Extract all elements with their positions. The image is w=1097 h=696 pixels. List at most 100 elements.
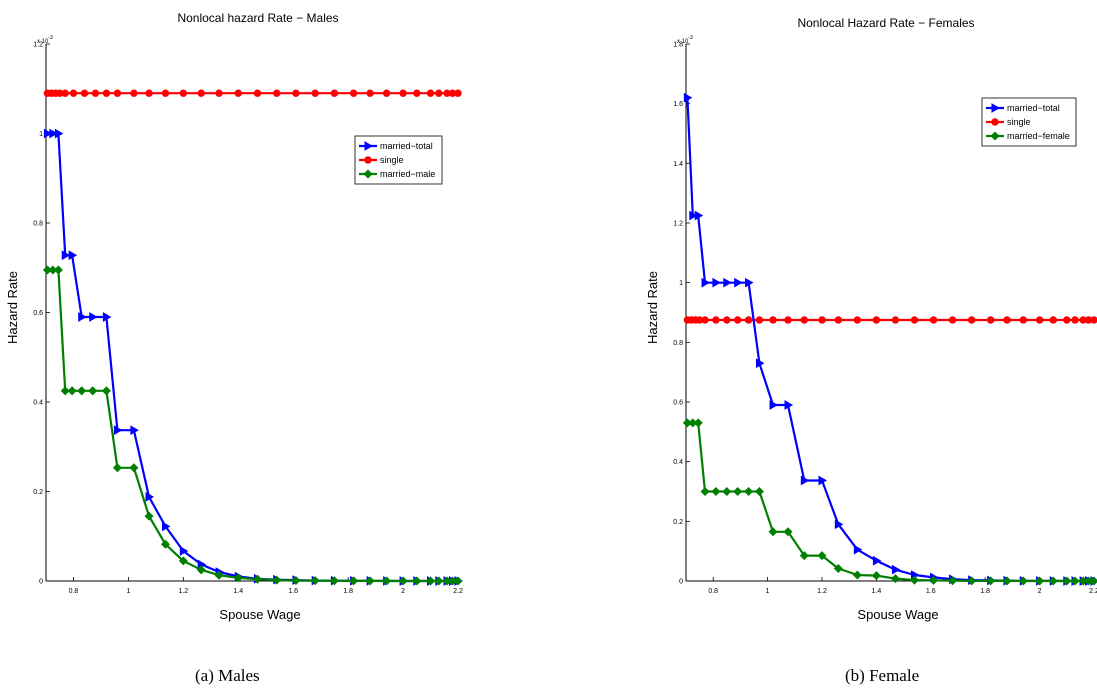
diamond-marker [799, 551, 809, 561]
circle-marker [311, 89, 319, 97]
diamond-marker [986, 576, 996, 586]
circle-marker [723, 316, 731, 324]
legend-label: married−total [380, 141, 433, 151]
legend-label: married−total [1007, 103, 1060, 113]
x-tick-label: 1.6 [926, 588, 936, 595]
x-tick-label: 2.2 [453, 588, 463, 595]
triangle-marker [800, 475, 810, 486]
y-tick-label: 1.8 [673, 42, 683, 49]
x-tick-label: 0.8 [69, 588, 79, 595]
series-married-male [42, 265, 463, 586]
diamond-marker [754, 486, 764, 497]
triangle-marker [130, 425, 139, 436]
y-tick-label: 0.6 [673, 400, 683, 407]
y-tick-label: 1.2 [673, 221, 683, 228]
circle-marker [292, 89, 300, 97]
diamond-marker [272, 575, 282, 585]
diamond-marker [88, 386, 98, 396]
circle-marker [986, 316, 995, 324]
circle-marker [1071, 316, 1079, 324]
diamond-marker [768, 527, 778, 537]
x-tick-label: 1.4 [233, 588, 243, 595]
y-tick-label: 0 [679, 579, 683, 586]
legend-label: single [380, 155, 404, 165]
series-married-female [682, 418, 1097, 586]
circle-marker [929, 316, 938, 324]
circle-marker [769, 316, 777, 324]
y-tick-label: 0 [39, 579, 43, 586]
triangle-marker [145, 492, 155, 502]
diamond-marker [744, 486, 754, 497]
circle-marker [130, 89, 138, 97]
chart-panel-1: 0 0.2 0.4 0.6 0.8 1 1.2 0.8 1 1.2 1.4 1.6 1.8 2 2.2 x 1… [5, 11, 464, 622]
triangle-marker [43, 128, 53, 139]
y-tick-label: 0.4 [673, 459, 683, 466]
circle-marker [872, 316, 881, 324]
diamond-marker [733, 486, 743, 497]
diamond-marker [144, 511, 154, 521]
legend: married−total single married−male [354, 135, 443, 185]
diamond-marker [310, 576, 320, 586]
diamond-marker [382, 576, 392, 586]
diamond-marker [783, 527, 793, 537]
circle-marker [161, 89, 170, 97]
x-tick-label: 1 [126, 588, 130, 595]
circle-marker [991, 118, 999, 126]
triangle-marker [734, 277, 743, 288]
diamond-marker [909, 575, 919, 585]
circle-marker [102, 89, 111, 97]
x-tick-label: 1.8 [343, 588, 353, 595]
circle-marker [712, 316, 720, 324]
triangle-marker [872, 555, 882, 566]
y-tick-label: 1 [39, 131, 43, 138]
diamond-marker [160, 539, 170, 549]
diamond-marker [948, 576, 958, 586]
y-multiplier-label: x 10-3 [677, 35, 693, 45]
legend-label: married−female [1007, 131, 1070, 141]
y-axis-label: Hazard Rate [5, 271, 20, 344]
circle-marker [1019, 316, 1027, 324]
x-tick-label: 1.8 [980, 588, 990, 595]
diamond-marker [1062, 576, 1072, 586]
circle-marker [818, 316, 826, 324]
diamond-marker [1070, 576, 1080, 586]
triangle-marker [723, 277, 732, 288]
y-tick-label: 0.8 [673, 340, 683, 347]
triangle-marker [102, 312, 112, 322]
circle-marker [435, 89, 443, 97]
diamond-marker [77, 386, 87, 396]
x-tick-label: 1.2 [178, 588, 188, 595]
triangle-marker [818, 475, 828, 486]
circle-marker [366, 89, 374, 97]
circle-marker [755, 316, 764, 324]
circle-marker [1035, 316, 1044, 324]
triangle-marker [834, 519, 844, 530]
chart-panel-2: 0 0.2 0.4 0.6 0.8 1 1.2 1.4 1.6 1.8 0.8 1 1.2 1.4 1.6 1… [645, 16, 1097, 622]
triangle-marker [755, 358, 765, 369]
triangle-marker [694, 210, 704, 221]
circle-marker [145, 89, 153, 97]
diamond-marker [434, 576, 444, 586]
triangle-marker [769, 400, 779, 410]
diamond-marker [291, 576, 301, 586]
x-axis-label: Spouse Wage [219, 607, 300, 622]
legend: married−total single married−female [981, 97, 1077, 147]
circle-marker [948, 316, 957, 324]
triangle-marker [89, 312, 98, 322]
y-tick-label: 0.8 [33, 221, 43, 228]
legend-item: married−total [986, 103, 1060, 113]
diamond-marker [700, 486, 710, 497]
circle-marker [744, 316, 753, 324]
circle-marker [364, 156, 372, 164]
diamond-marker [1035, 576, 1045, 586]
circle-marker [113, 89, 122, 97]
diamond-marker [363, 169, 373, 179]
triangle-marker [701, 277, 711, 288]
triangle-marker [113, 425, 123, 436]
circle-marker [69, 89, 78, 97]
chart-title: Nonlocal hazard Rate − Males [177, 11, 338, 25]
triangle-marker [853, 544, 863, 555]
circle-marker [967, 316, 976, 324]
circle-marker [399, 89, 407, 97]
circle-marker [701, 316, 709, 324]
